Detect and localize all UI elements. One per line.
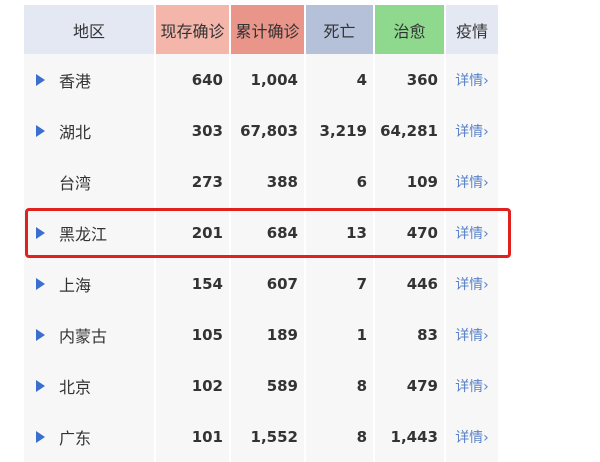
- recovered-cell: 83: [375, 309, 446, 360]
- detail-link[interactable]: 详情›: [455, 225, 489, 242]
- region-cell[interactable]: 湖北: [24, 105, 156, 156]
- expand-arrow-icon[interactable]: [36, 73, 45, 86]
- recovered-cell: 360: [375, 54, 446, 105]
- detail-link[interactable]: 详情›: [455, 123, 489, 140]
- header-deaths[interactable]: 死亡: [306, 5, 375, 54]
- total-cell: 684: [231, 207, 306, 258]
- header-total[interactable]: 累计确诊: [231, 5, 306, 54]
- region-cell[interactable]: 黑龙江: [24, 207, 156, 258]
- recovered-cell: 64,281: [375, 105, 446, 156]
- deaths-cell: 4: [306, 54, 375, 105]
- deaths-cell: 13: [306, 207, 375, 258]
- region-cell[interactable]: 广东: [24, 411, 156, 462]
- total-cell: 1,004: [231, 54, 306, 105]
- deaths-cell: 7: [306, 258, 375, 309]
- region-cell[interactable]: 台湾: [24, 156, 156, 207]
- header-detail: 疫情: [446, 5, 498, 54]
- total-cell: 67,803: [231, 105, 306, 156]
- total-cell: 388: [231, 156, 306, 207]
- current-cell: 303: [156, 105, 231, 156]
- current-cell: 101: [156, 411, 231, 462]
- region-name: 黑龙江: [59, 224, 108, 244]
- table-row[interactable]: 黑龙江 201 684 13 470 详情›: [24, 207, 498, 258]
- recovered-cell: 1,443: [375, 411, 446, 462]
- region-cell[interactable]: 内蒙古: [24, 309, 156, 360]
- detail-link[interactable]: 详情›: [455, 327, 489, 344]
- deaths-cell: 1: [306, 309, 375, 360]
- detail-link[interactable]: 详情›: [455, 174, 489, 191]
- region-name: 湖北: [59, 122, 92, 142]
- table-row[interactable]: 台湾 273 388 6 109 详情›: [24, 156, 498, 207]
- detail-link[interactable]: 详情›: [455, 429, 489, 446]
- deaths-cell: 8: [306, 411, 375, 462]
- expand-arrow-icon[interactable]: [36, 277, 45, 290]
- current-cell: 154: [156, 258, 231, 309]
- total-cell: 589: [231, 360, 306, 411]
- expand-arrow-icon[interactable]: [36, 124, 45, 137]
- region-name: 香港: [59, 71, 92, 91]
- deaths-cell: 6: [306, 156, 375, 207]
- detail-link[interactable]: 详情›: [455, 72, 489, 89]
- recovered-cell: 470: [375, 207, 446, 258]
- deaths-cell: 8: [306, 360, 375, 411]
- region-cell[interactable]: 北京: [24, 360, 156, 411]
- table-row[interactable]: 上海 154 607 7 446 详情›: [24, 258, 498, 309]
- region-name: 北京: [59, 377, 92, 397]
- current-cell: 273: [156, 156, 231, 207]
- deaths-cell: 3,219: [306, 105, 375, 156]
- table-row[interactable]: 北京 102 589 8 479 详情›: [24, 360, 498, 411]
- recovered-cell: 479: [375, 360, 446, 411]
- recovered-cell: 109: [375, 156, 446, 207]
- header-current[interactable]: 现存确诊: [156, 5, 231, 54]
- region-name: 上海: [59, 275, 92, 295]
- region-cell[interactable]: 香港: [24, 54, 156, 105]
- current-cell: 105: [156, 309, 231, 360]
- current-cell: 102: [156, 360, 231, 411]
- expand-arrow-icon[interactable]: [36, 226, 45, 239]
- region-cell[interactable]: 上海: [24, 258, 156, 309]
- expand-arrow-icon[interactable]: [36, 430, 45, 443]
- epidemic-table: 地区 现存确诊 累计确诊 死亡 治愈 疫情 香港 640 1,004 4 360…: [24, 5, 498, 462]
- total-cell: 1,552: [231, 411, 306, 462]
- expand-arrow-icon[interactable]: [36, 328, 45, 341]
- table-header: 地区 现存确诊 累计确诊 死亡 治愈 疫情: [24, 5, 498, 54]
- header-recovered[interactable]: 治愈: [375, 5, 446, 54]
- region-name: 广东: [59, 428, 92, 448]
- detail-link[interactable]: 详情›: [455, 276, 489, 293]
- total-cell: 189: [231, 309, 306, 360]
- table-row[interactable]: 广东 101 1,552 8 1,443 详情›: [24, 411, 498, 462]
- table-row[interactable]: 湖北 303 67,803 3,219 64,281 详情›: [24, 105, 498, 156]
- region-name: 台湾: [59, 173, 92, 193]
- recovered-cell: 446: [375, 258, 446, 309]
- header-region[interactable]: 地区: [24, 5, 156, 54]
- expand-arrow-icon[interactable]: [36, 379, 45, 392]
- table-row[interactable]: 香港 640 1,004 4 360 详情›: [24, 54, 498, 105]
- total-cell: 607: [231, 258, 306, 309]
- detail-link[interactable]: 详情›: [455, 378, 489, 395]
- region-name: 内蒙古: [59, 326, 108, 346]
- highlight-box: [25, 208, 511, 258]
- current-cell: 640: [156, 54, 231, 105]
- current-cell: 201: [156, 207, 231, 258]
- table-row[interactable]: 内蒙古 105 189 1 83 详情›: [24, 309, 498, 360]
